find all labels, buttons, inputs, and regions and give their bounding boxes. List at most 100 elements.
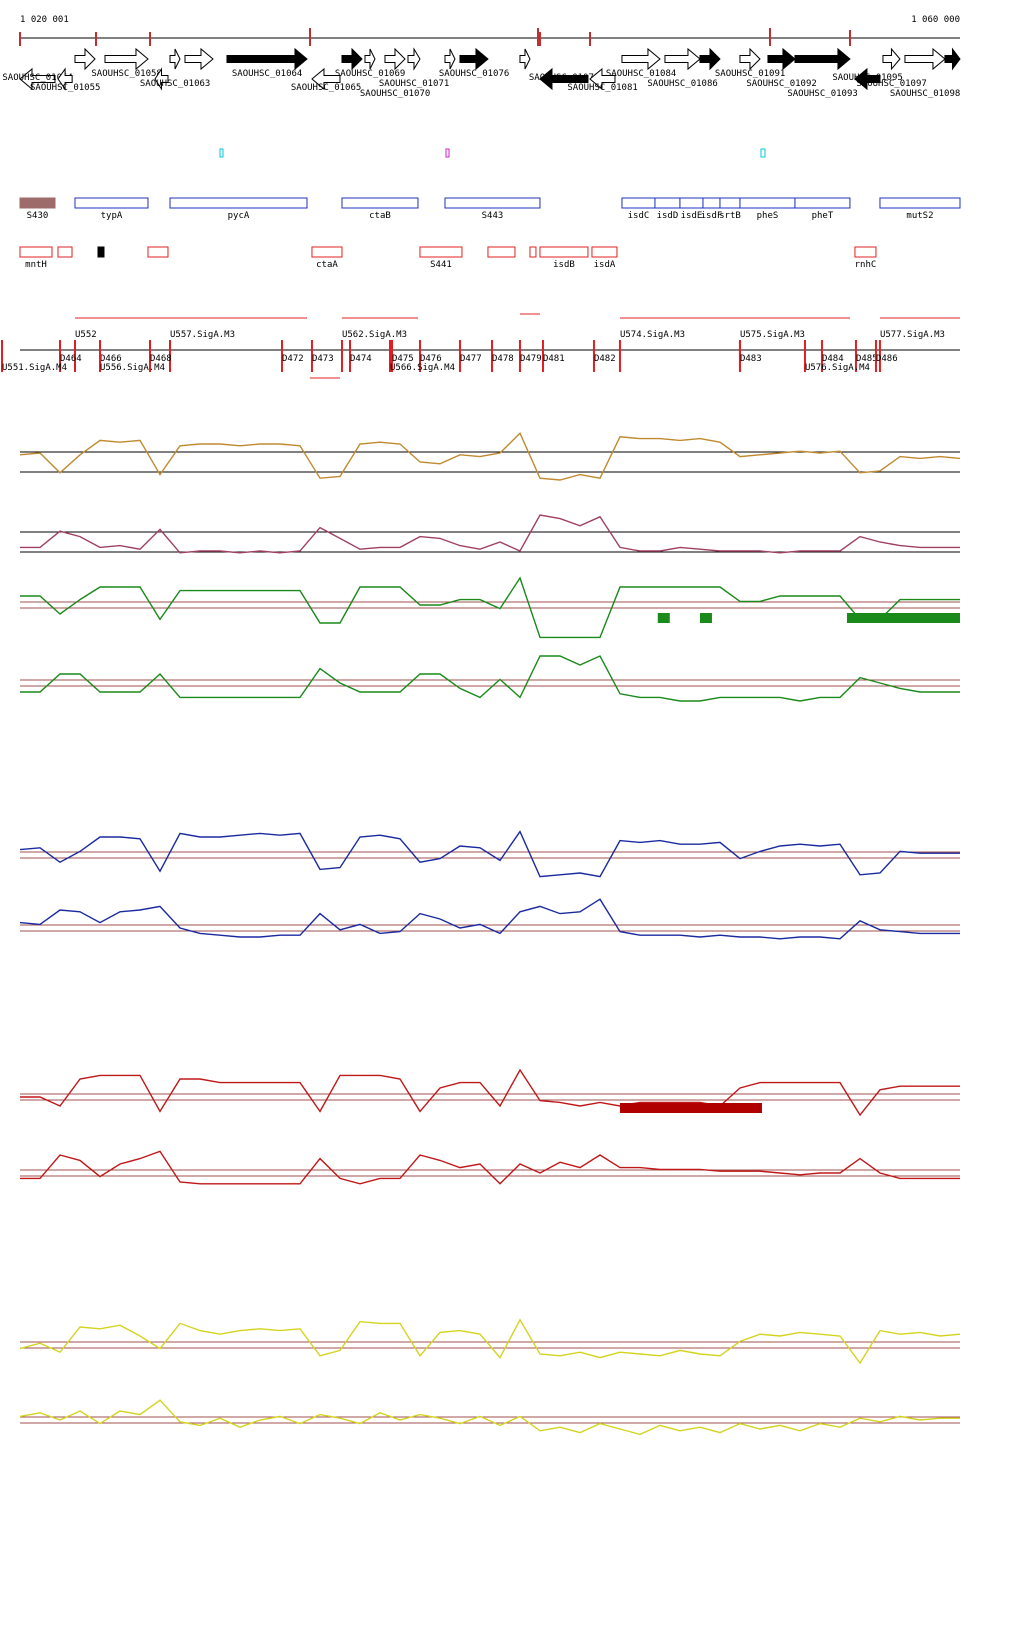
gene-arrow xyxy=(226,47,308,71)
feature-label: ctaB xyxy=(369,211,391,221)
transcript-label: U551.SigA.M4 xyxy=(2,363,67,373)
feature-label: isdD xyxy=(657,211,679,221)
transcript-label: U575.SigA.M3 xyxy=(740,330,805,340)
gene-arrow xyxy=(904,47,946,71)
feature-label: pycA xyxy=(228,211,250,221)
gene-arrow xyxy=(19,67,56,91)
signal-trace xyxy=(19,830,960,878)
region-bar xyxy=(657,613,670,623)
feature-box xyxy=(794,197,851,209)
feature-box xyxy=(19,246,53,258)
gene-arrow xyxy=(882,47,901,71)
transcript-label: D485 xyxy=(856,354,878,364)
signal-trace xyxy=(20,1150,960,1185)
feature-box xyxy=(487,246,516,258)
feature-box xyxy=(879,197,961,209)
transcript-label: D477 xyxy=(460,354,482,364)
feature-box xyxy=(719,197,741,209)
marker xyxy=(445,148,450,158)
signal-trace xyxy=(19,898,960,940)
gene-arrow xyxy=(74,47,96,71)
gene-arrow xyxy=(739,47,761,71)
feature-box xyxy=(539,246,589,258)
gene-label: SAOUHSC_01092 xyxy=(746,79,816,89)
gene-arrow xyxy=(104,47,149,71)
feature-label: typA xyxy=(101,211,123,221)
feature-box xyxy=(74,197,149,209)
gene-label: SAOUHSC_01079 xyxy=(529,73,599,83)
gene-label: SAOUHSC_01093 xyxy=(787,89,857,99)
feature-label: S443 xyxy=(482,211,504,221)
gene-arrow xyxy=(444,48,456,70)
transcript-label: U552 xyxy=(75,330,97,340)
signal-trace xyxy=(20,576,960,639)
transcript-label: U577.SigA.M3 xyxy=(880,330,945,340)
transcript-label: D483 xyxy=(740,354,762,364)
feature-label: S430 xyxy=(27,211,49,221)
feature-box xyxy=(19,197,56,209)
transcript-label: D482 xyxy=(594,354,616,364)
gene-label: SAOUHSC_01055 xyxy=(30,83,100,93)
gene-arrow xyxy=(767,47,796,71)
transcript-label: U557.SigA.M3 xyxy=(170,330,235,340)
feature-box xyxy=(57,246,73,258)
transcript-label: D481 xyxy=(543,354,565,364)
feature-label: isdA xyxy=(594,260,616,270)
signal-trace xyxy=(20,514,960,554)
feature-box xyxy=(419,246,463,258)
gene-arrow xyxy=(341,47,363,71)
transcript-label: D484 xyxy=(822,354,844,364)
gene-arrow xyxy=(539,67,589,91)
feature-box xyxy=(702,197,721,209)
feature-box xyxy=(654,197,681,209)
feature-box xyxy=(679,197,704,209)
transcript-label: D476 xyxy=(420,354,442,364)
feature-box xyxy=(311,246,343,258)
transcript-label: D486 xyxy=(876,354,898,364)
transcript-label: D464 xyxy=(60,354,82,364)
transcript-label: D473 xyxy=(312,354,334,364)
feature-label: S441 xyxy=(430,260,452,270)
gene-arrow xyxy=(57,67,73,91)
region-bar xyxy=(846,613,960,623)
gene-arrow xyxy=(621,47,661,71)
gene-label: SAOUHSC_01070 xyxy=(360,89,430,99)
transcript-label: D468 xyxy=(150,354,172,364)
transcript-label: D479 xyxy=(520,354,542,364)
gene-label: SAOUHSC_01084 xyxy=(606,69,676,79)
transcript-label: U556.SigA.M4 xyxy=(100,363,165,373)
transcript-label: D474 xyxy=(350,354,372,364)
feature-box xyxy=(97,246,105,258)
transcript-label: U562.SigA.M3 xyxy=(342,330,407,340)
feature-label: isdF xyxy=(701,211,723,221)
gene-arrow xyxy=(854,67,881,91)
feature-box xyxy=(444,197,541,209)
gene-label: SAOUHSC_01076 xyxy=(439,69,509,79)
gene-label: SAOUHSC_01081 xyxy=(567,83,637,93)
transcript-label: D475 xyxy=(392,354,414,364)
region-bar xyxy=(619,1103,762,1113)
gene-label: SAOUHSC_01058 xyxy=(91,69,161,79)
gene-arrow xyxy=(589,67,616,91)
gene-label: SAOUHSC_01086 xyxy=(647,79,717,89)
gene-label: SAOUHSC_01064 xyxy=(232,69,302,79)
gene-arrow xyxy=(664,47,701,71)
feature-box xyxy=(591,246,618,258)
feature-label: mntH xyxy=(25,260,47,270)
gene-arrow xyxy=(699,47,721,71)
gene-label: SAOUHSC_01097 xyxy=(856,79,926,89)
signal-trace xyxy=(20,655,960,702)
gene-arrow xyxy=(311,67,341,91)
gene-label: SAOUHSC_01065 xyxy=(291,83,361,93)
transcript-label: U574.SigA.M3 xyxy=(620,330,685,340)
ruler-marks xyxy=(19,28,851,46)
feature-label: isdE xyxy=(681,211,703,221)
feature-box xyxy=(854,246,877,258)
feature-box xyxy=(147,246,169,258)
signal-trace xyxy=(19,1399,960,1436)
gene-arrow xyxy=(794,47,851,71)
transcript-label: D472 xyxy=(282,354,304,364)
marker xyxy=(219,148,224,158)
